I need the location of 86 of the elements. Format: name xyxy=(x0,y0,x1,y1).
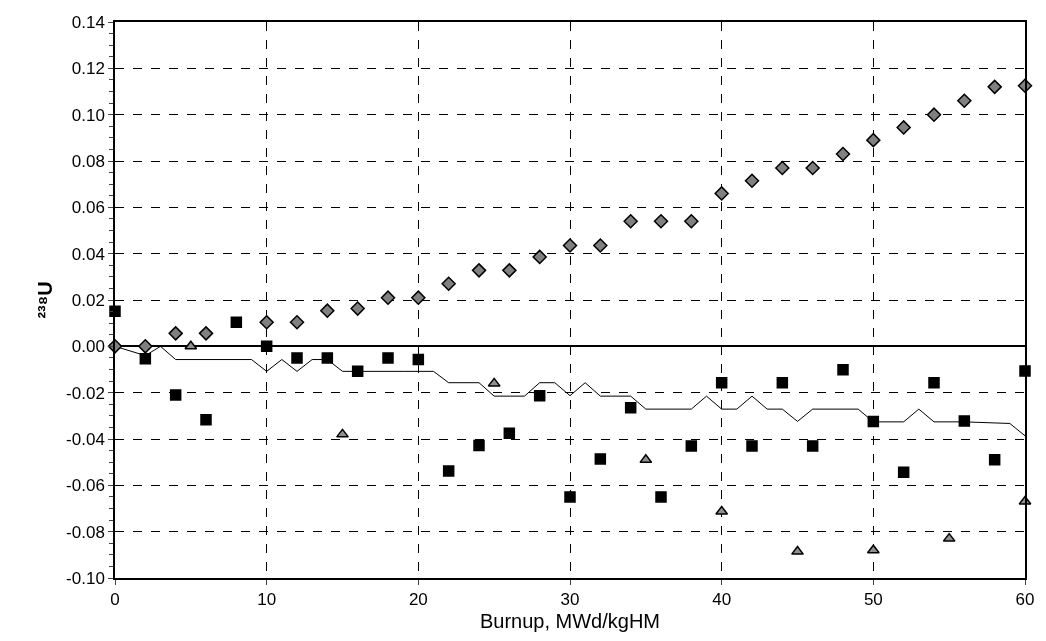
point xyxy=(289,314,305,330)
point xyxy=(593,238,608,253)
point xyxy=(837,363,849,376)
y-tick-label: 0.02 xyxy=(71,290,105,310)
point xyxy=(260,340,273,353)
point xyxy=(139,353,152,365)
point xyxy=(532,249,547,265)
point xyxy=(259,314,274,330)
y-axis-title: ²³⁸U xyxy=(34,281,57,319)
y-tick-label: 0.00 xyxy=(71,337,105,357)
point xyxy=(169,389,182,401)
point xyxy=(942,532,956,542)
point xyxy=(744,173,760,188)
y-tick-label: -0.08 xyxy=(66,522,105,542)
point xyxy=(684,213,699,229)
point xyxy=(200,414,212,426)
point xyxy=(623,213,638,229)
point xyxy=(138,339,153,354)
y-tick-label: -0.02 xyxy=(66,383,105,403)
point xyxy=(896,120,911,135)
point xyxy=(320,303,335,318)
point xyxy=(473,439,485,452)
point xyxy=(442,465,455,477)
point xyxy=(562,238,578,253)
point xyxy=(639,454,653,464)
point xyxy=(715,505,729,515)
point xyxy=(380,290,396,305)
y-tick-label: 0.04 xyxy=(71,244,105,264)
point xyxy=(198,326,214,341)
x-tick-label: 30 xyxy=(560,590,580,610)
point xyxy=(350,301,365,316)
y-tick-label: -0.04 xyxy=(66,429,105,449)
point xyxy=(624,401,637,414)
x-tick-label: 40 xyxy=(712,590,732,610)
y-tick-label: 0.10 xyxy=(71,105,105,125)
point xyxy=(564,491,576,503)
point xyxy=(184,340,198,350)
point xyxy=(653,213,669,229)
point xyxy=(321,352,334,364)
x-tick-label: 20 xyxy=(408,590,428,610)
x-tick-label: 60 xyxy=(1015,590,1035,610)
point xyxy=(866,544,880,554)
y-tick-label: 0.12 xyxy=(71,59,105,79)
point xyxy=(988,454,1001,466)
point xyxy=(806,440,819,452)
point xyxy=(776,376,789,389)
point xyxy=(502,263,517,278)
point xyxy=(835,146,851,162)
point xyxy=(685,440,698,452)
point xyxy=(594,453,607,465)
point xyxy=(926,107,942,122)
point xyxy=(655,491,667,503)
point xyxy=(805,160,820,176)
point xyxy=(928,376,940,389)
point xyxy=(866,132,881,148)
point xyxy=(867,415,880,428)
point xyxy=(291,352,303,364)
point xyxy=(775,160,790,176)
point xyxy=(382,352,394,364)
y-tick-label: 0.14 xyxy=(71,12,105,32)
y-tick-label: 0.08 xyxy=(71,151,105,171)
point xyxy=(715,376,728,389)
point xyxy=(897,466,910,479)
x-tick-label: 10 xyxy=(257,590,277,610)
x-tick-label: 50 xyxy=(863,590,883,610)
y-tick-label: -0.10 xyxy=(66,568,105,588)
point xyxy=(351,365,364,378)
point xyxy=(471,263,487,278)
point xyxy=(168,326,183,341)
point xyxy=(441,276,456,292)
y-tick-label: -0.06 xyxy=(66,476,105,496)
point xyxy=(958,415,971,427)
point xyxy=(1019,365,1031,377)
point xyxy=(533,389,546,402)
point xyxy=(503,427,516,439)
x-tick-label: 0 xyxy=(110,590,120,610)
point xyxy=(412,353,425,366)
point xyxy=(746,440,758,452)
point xyxy=(411,290,426,305)
point xyxy=(487,377,501,387)
point xyxy=(714,186,729,201)
y-tick-label: 0.06 xyxy=(71,198,105,218)
point xyxy=(230,316,243,328)
x-axis-title: Burnup, MWd/kgHM xyxy=(479,610,661,633)
point xyxy=(987,79,1002,95)
point xyxy=(957,93,972,109)
